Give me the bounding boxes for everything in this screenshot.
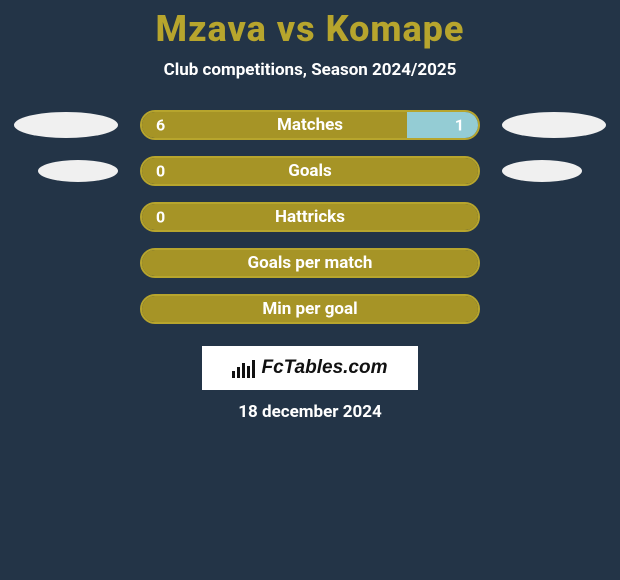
player-b-avatar [502,112,606,138]
brand-chart-icon [232,358,255,378]
date-label: 18 december 2024 [0,402,620,422]
stat-bar: Hattricks 0 [140,202,480,232]
stat-label: Min per goal [262,299,357,319]
stats-list: Matches 6 1 Goals 0 Hattricks 0 Goals per match… [0,110,620,324]
page-title: Mzava vs Komape [0,8,620,50]
stat-bar-segment-b [407,112,478,138]
stat-bar: Min per goal [140,294,480,324]
stat-value-a: 0 [156,208,165,227]
stat-bar-segment-a [142,112,407,138]
player-a-avatar [14,112,118,138]
subtitle: Club competitions, Season 2024/2025 [0,60,620,80]
stat-bar: Matches 6 1 [140,110,480,140]
stat-bar: Goals per match [140,248,480,278]
stat-value-b: 1 [455,116,464,135]
brand-badge: FcTables.com [202,346,418,390]
stat-row: Hattricks 0 [0,202,620,232]
stat-bar: Goals 0 [140,156,480,186]
stat-value-a: 0 [156,162,165,181]
stat-row: Min per goal [0,294,620,324]
stat-label: Hattricks [275,207,345,227]
stat-label: Goals per match [248,253,373,273]
stat-row: Matches 6 1 [0,110,620,140]
player-b-name: Komape [326,8,465,50]
stat-row: Goals 0 [0,156,620,186]
stat-label: Matches [277,115,343,135]
player-b-avatar [502,160,582,182]
player-a-avatar [38,160,118,182]
brand-text: FcTables.com [261,357,387,379]
player-a-name: Mzava [156,8,267,50]
stat-row: Goals per match [0,248,620,278]
stat-value-a: 6 [156,116,165,135]
stat-label: Goals [288,161,332,181]
vs-separator: vs [267,8,326,50]
